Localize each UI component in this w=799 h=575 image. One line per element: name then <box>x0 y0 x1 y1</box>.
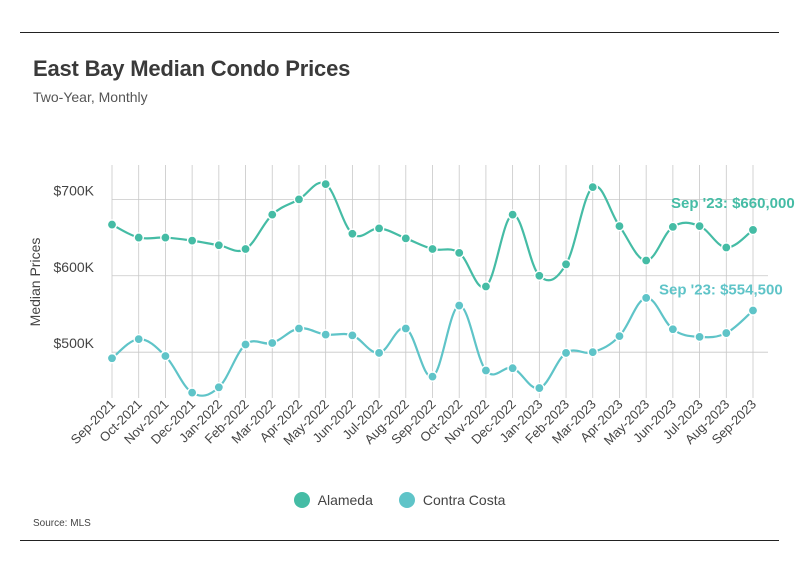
data-point-contra-costa <box>240 339 251 350</box>
data-point-contra-costa <box>133 333 145 345</box>
source-note: Source: MLS <box>33 518 91 529</box>
chart-subtitle: Two-Year, Monthly <box>33 89 148 105</box>
data-point-alameda <box>400 233 412 244</box>
data-point-contra-costa <box>347 330 358 341</box>
legend: Alameda Contra Costa <box>0 492 799 508</box>
data-point-contra-costa <box>160 350 171 362</box>
y-tick-label: $500K <box>54 335 95 351</box>
data-point-contra-costa <box>213 382 225 393</box>
data-point-alameda <box>160 232 171 243</box>
data-point-alameda <box>320 178 331 190</box>
data-point-alameda <box>373 223 385 234</box>
data-point-contra-costa <box>534 382 545 394</box>
data-point-contra-costa <box>293 323 305 334</box>
data-point-alameda <box>213 239 225 251</box>
data-point-alameda <box>614 220 625 232</box>
data-point-alameda <box>240 243 251 255</box>
legend-item-alameda[interactable]: Alameda <box>293 492 373 508</box>
chart-title: East Bay Median Condo Prices <box>33 56 351 81</box>
data-point-contra-costa <box>720 327 732 339</box>
top-rule <box>20 32 779 33</box>
data-point-alameda <box>640 255 652 266</box>
data-point-alameda <box>133 232 145 243</box>
legend-label-alameda: Alameda <box>317 492 373 508</box>
data-point-contra-costa <box>747 305 759 316</box>
y-tick-label: $600K <box>54 259 95 275</box>
data-point-alameda <box>453 247 465 259</box>
data-point-alameda <box>507 209 518 220</box>
data-point-alameda <box>480 281 492 292</box>
legend-label-contra-costa: Contra Costa <box>422 492 506 508</box>
data-point-contra-costa <box>667 323 679 335</box>
data-point-contra-costa <box>373 347 385 359</box>
data-point-contra-costa <box>186 387 198 398</box>
legend-swatch-alameda <box>293 492 310 508</box>
annotation-alameda: Sep '23: $660,000 <box>671 195 795 212</box>
data-point-contra-costa <box>106 352 118 364</box>
data-point-contra-costa <box>587 346 599 358</box>
data-point-alameda <box>534 270 545 282</box>
data-point-alameda <box>106 219 118 230</box>
data-point-contra-costa <box>480 365 492 376</box>
data-point-alameda <box>694 220 705 232</box>
data-point-alameda <box>427 243 438 255</box>
annotation-contra-costa: Sep '23: $554,500 <box>659 282 783 299</box>
data-point-contra-costa <box>427 371 438 382</box>
data-point-contra-costa <box>400 323 412 334</box>
y-axis-label: Median Prices <box>27 238 43 327</box>
data-point-alameda <box>293 194 305 205</box>
data-point-alameda <box>560 259 572 270</box>
data-point-alameda <box>587 181 599 193</box>
data-point-alameda <box>720 242 732 253</box>
data-point-contra-costa <box>694 331 705 343</box>
data-point-contra-costa <box>640 292 652 304</box>
data-point-alameda <box>186 235 198 246</box>
bottom-rule <box>20 540 779 541</box>
data-point-contra-costa <box>507 362 518 374</box>
data-point-contra-costa <box>614 330 625 342</box>
legend-swatch-contra-costa <box>398 492 415 508</box>
data-point-contra-costa <box>453 300 465 311</box>
data-point-alameda <box>266 209 278 220</box>
data-point-contra-costa <box>320 329 331 340</box>
legend-item-contra-costa[interactable]: Contra Costa <box>398 492 506 508</box>
y-tick-label: $700K <box>54 182 95 198</box>
data-point-alameda <box>667 221 679 233</box>
data-point-contra-costa <box>560 347 572 359</box>
data-point-alameda <box>747 224 759 236</box>
data-point-contra-costa <box>266 337 278 349</box>
data-point-alameda <box>347 228 358 240</box>
